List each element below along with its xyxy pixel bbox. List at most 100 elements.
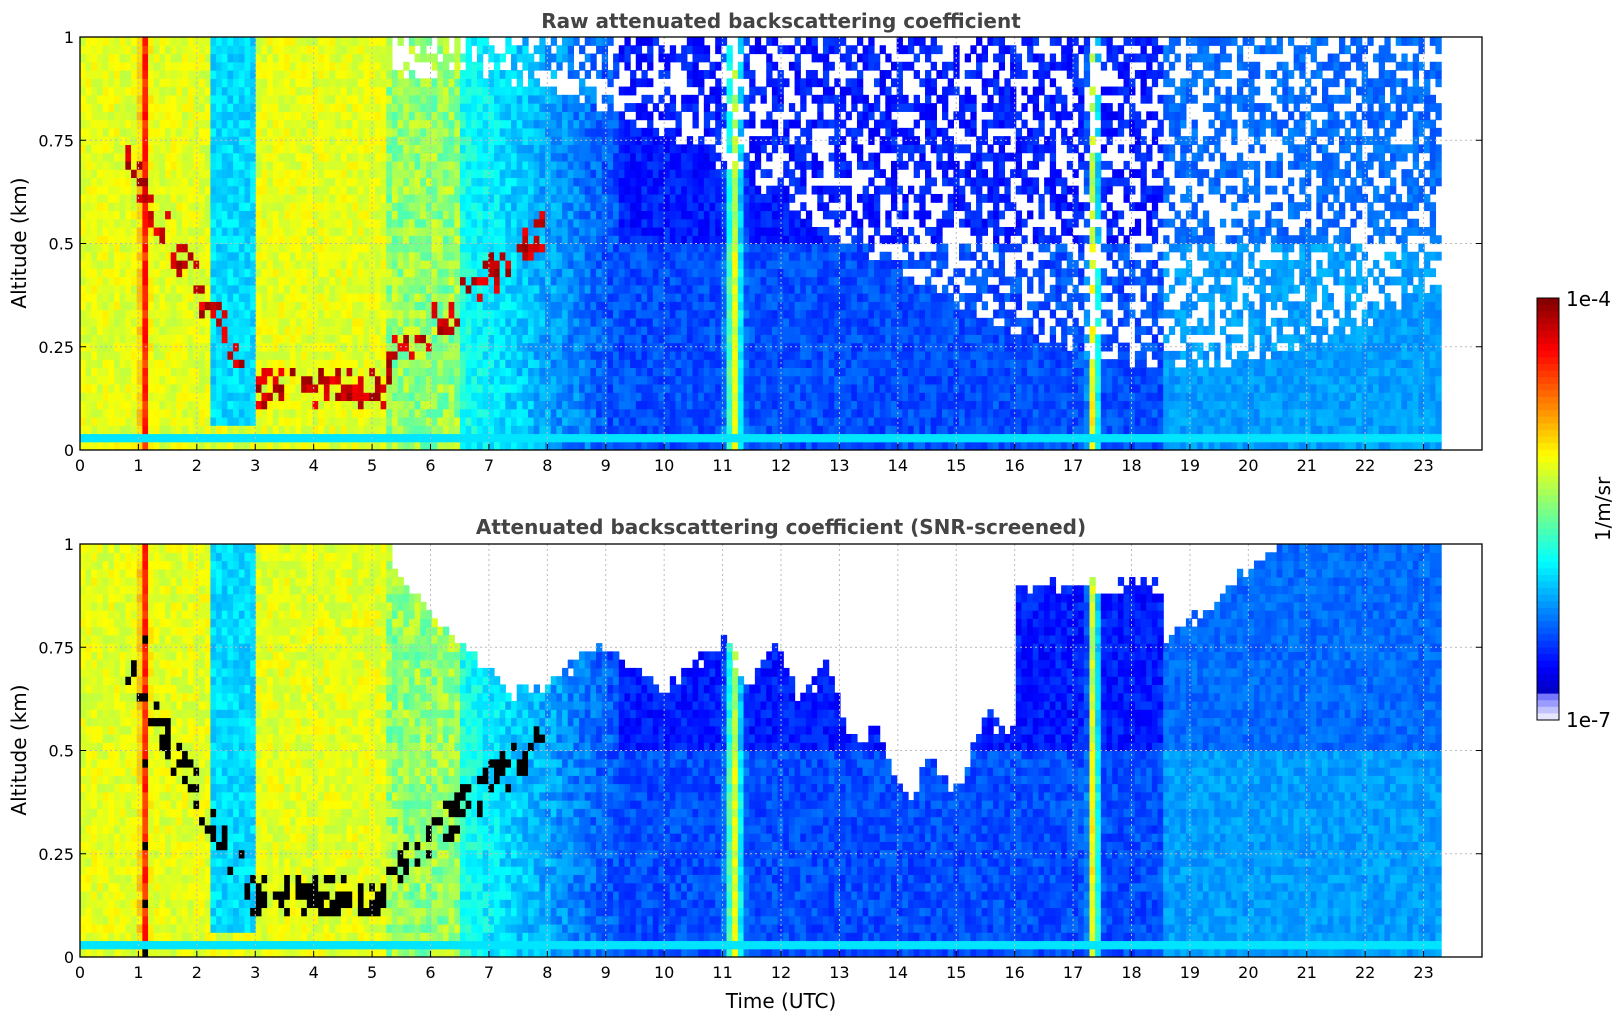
heatmap-cell (244, 119, 251, 129)
heatmap-cell (102, 441, 109, 450)
heatmap-cell (159, 301, 166, 311)
heatmap-cell (630, 136, 637, 145)
heatmap-cell (437, 160, 444, 170)
heatmap-cell (607, 226, 614, 236)
heatmap-cell (221, 226, 229, 236)
heatmap-cell (295, 400, 302, 410)
heatmap-cell (289, 392, 297, 402)
heatmap-cell (476, 309, 484, 319)
heatmap-cell (579, 326, 586, 335)
heatmap-cell (335, 78, 342, 88)
heatmap-cell (414, 375, 421, 385)
heatmap-cell (624, 375, 631, 385)
heatmap-cell (119, 78, 126, 88)
heatmap-cell (199, 70, 206, 79)
heatmap-cell (255, 433, 263, 443)
heatmap-cell (391, 243, 399, 253)
heatmap-cell (562, 243, 569, 253)
heatmap-cell (539, 342, 546, 352)
heatmap-cell (556, 268, 563, 278)
heatmap-cell (499, 326, 506, 335)
heatmap-cell (647, 350, 654, 360)
heatmap-cell (170, 111, 178, 121)
heatmap-cell (641, 144, 648, 154)
heatmap-cell (635, 268, 643, 278)
heatmap-cell (499, 260, 506, 269)
heatmap-cell (142, 375, 149, 385)
heatmap-cell (187, 425, 195, 435)
heatmap-cell (539, 416, 546, 426)
heatmap-cell (148, 268, 155, 278)
heatmap-cell (108, 425, 115, 435)
heatmap-cell (216, 94, 223, 104)
heatmap-cell (148, 301, 155, 311)
heatmap-cell (391, 185, 399, 195)
heatmap-cell (420, 193, 427, 203)
heatmap-cell (403, 94, 410, 104)
heatmap-cell (176, 94, 183, 104)
heatmap-cell (153, 144, 160, 154)
heatmap-cell (408, 37, 416, 46)
heatmap-cell (488, 268, 495, 278)
heatmap-cell (476, 53, 484, 63)
heatmap-cell (437, 441, 444, 450)
heatmap-cell (482, 408, 489, 418)
heatmap-cell (244, 144, 251, 154)
heatmap-cell (289, 218, 297, 228)
heatmap-cell (125, 185, 132, 195)
heatmap-cell (374, 260, 382, 269)
heatmap-cell (539, 334, 546, 344)
heatmap-cell (494, 103, 501, 112)
heatmap-cell (119, 342, 126, 352)
heatmap-cell (454, 177, 461, 187)
heatmap-cell (346, 375, 353, 385)
heatmap-cell (459, 202, 467, 212)
heatmap-cell (148, 441, 155, 450)
heatmap-cell (391, 383, 399, 393)
heatmap-cell (131, 160, 138, 170)
heatmap-cell (323, 408, 331, 418)
heatmap-cell (363, 276, 370, 286)
heatmap-cell (301, 235, 308, 245)
heatmap-cell (312, 383, 319, 393)
heatmap-cell (442, 383, 450, 393)
heatmap-cell (454, 61, 461, 71)
heatmap-cell (386, 210, 393, 220)
heatmap-cell (414, 144, 421, 154)
heatmap-cell (301, 226, 308, 236)
heatmap-cell (448, 177, 455, 187)
heatmap-cell (306, 103, 314, 112)
heatmap-cell (318, 94, 325, 104)
heatmap-cell (596, 276, 603, 286)
heatmap-cell (153, 433, 160, 443)
heatmap-cell (199, 293, 206, 302)
heatmap-cell (153, 425, 160, 435)
heatmap-cell (80, 260, 87, 269)
heatmap-cell (499, 127, 506, 137)
heatmap-cell (641, 350, 648, 360)
heatmap-cell (193, 392, 200, 402)
heatmap-cell (369, 276, 376, 286)
heatmap-cell (408, 177, 416, 187)
heatmap-cell (335, 309, 342, 319)
heatmap-cell (494, 169, 501, 179)
heatmap-cell (459, 276, 467, 286)
heatmap-cell (454, 276, 461, 286)
heatmap-cell (210, 350, 217, 360)
heatmap-cell (227, 416, 234, 426)
heatmap-cell (148, 53, 155, 63)
heatmap-cell (318, 235, 325, 245)
heatmap-cell (459, 260, 467, 269)
heatmap-cell (448, 144, 455, 154)
heatmap-cell (420, 260, 427, 269)
heatmap-cell (607, 103, 614, 112)
heatmap-cell (357, 185, 365, 195)
heatmap-cell (85, 185, 92, 195)
heatmap-cell (545, 61, 552, 71)
heatmap-cell (562, 144, 569, 154)
heatmap-cell (295, 425, 302, 435)
heatmap-cell (289, 293, 297, 302)
heatmap-cell (233, 53, 240, 63)
heatmap-cell (482, 94, 489, 104)
heatmap-cell (170, 53, 178, 63)
